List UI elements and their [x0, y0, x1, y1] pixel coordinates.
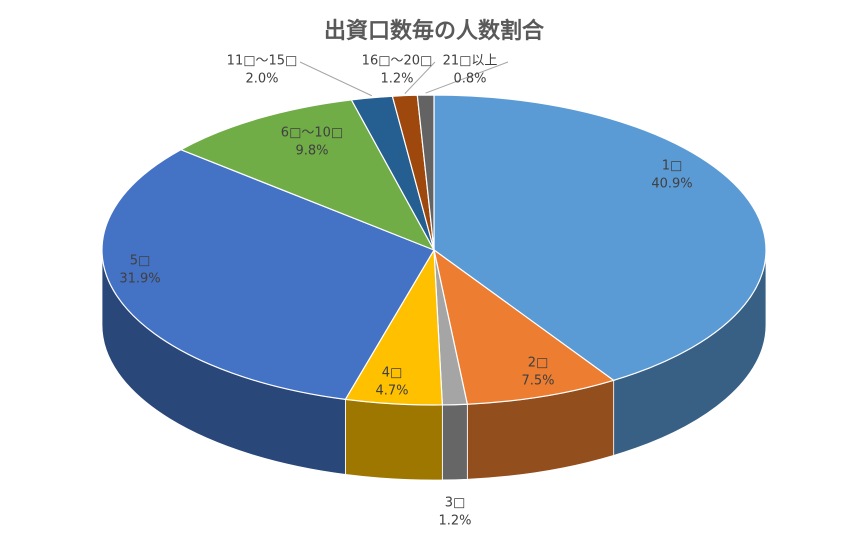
- slice-value: 2.0%: [245, 72, 278, 87]
- chart-title: 出資口数毎の人数割合: [324, 18, 545, 44]
- slice-value: 40.9%: [651, 177, 692, 192]
- slice-label: 3□: [445, 496, 466, 511]
- leader-line: [299, 61, 373, 97]
- leader-line: [425, 61, 509, 94]
- pie-slice: [433, 248, 615, 405]
- slice-label: 16□～20□: [362, 54, 433, 69]
- pie-slice: [433, 94, 767, 382]
- slice-value: 9.8%: [295, 144, 328, 159]
- pie-side: [344, 398, 443, 481]
- slice-label: 5□: [130, 254, 151, 269]
- pie-slice: [416, 94, 435, 251]
- slice-value: 1.2%: [380, 72, 413, 87]
- slice-value: 0.8%: [453, 72, 486, 87]
- pie-slice: [101, 149, 435, 401]
- leader-line: [404, 61, 436, 94]
- slice-value: 4.7%: [375, 384, 408, 399]
- slice-label: 1□: [662, 159, 683, 174]
- slice-label: 11□～15□: [227, 54, 298, 69]
- slice-label: 21□以上: [443, 54, 498, 69]
- slice-label: 4□: [382, 366, 403, 381]
- slice-value: 1.2%: [438, 514, 471, 529]
- slice-value: 31.9%: [119, 272, 160, 287]
- slice-value: 7.5%: [521, 374, 554, 389]
- slice-label: 2□: [528, 356, 549, 371]
- pie-slice: [179, 99, 436, 252]
- pie-side: [441, 403, 468, 481]
- slice-label: 6□～10□: [281, 126, 343, 141]
